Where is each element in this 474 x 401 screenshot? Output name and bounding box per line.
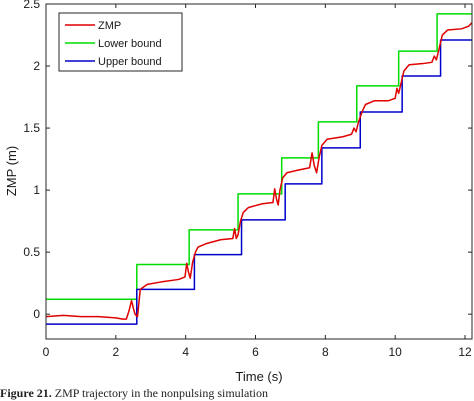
x-tick-label: 10 [389,345,403,359]
legend: ZMP Lower bound Upper bound [58,12,183,72]
y-tick-label: 0 [33,307,40,321]
legend-label-upper-bound: Upper bound [98,56,162,68]
y-tick-label: 2 [33,59,40,73]
y-tick-label: 0.5 [23,245,40,259]
x-tick-label: 0 [43,345,50,359]
legend-label-zmp: ZMP [98,20,121,32]
y-tick-label: 1 [33,183,40,197]
zmp-chart: 0 2 4 6 8 10 12 0 0.5 1 1.5 2 2.5 Time (s) ZMP (m) Z… [4,0,473,384]
x-tick-label: 4 [182,345,189,359]
x-tick-label: 6 [252,345,259,359]
y-tick-label: 1.5 [23,121,40,135]
x-tick-label: 2 [112,345,119,359]
series-layer [45,13,473,325]
caption-text: ZMP trajectory in the nonpulsing simulat… [54,386,268,400]
plot-frame [45,3,473,340]
figure-caption: Figure 21. ZMP trajectory in the nonpuls… [0,386,474,401]
x-tick-label: 12 [458,345,472,359]
series-line-upper-bound [46,39,472,325]
y-tick-label: 2.5 [23,0,40,11]
x-tick-label: 8 [322,345,329,359]
caption-label: Figure 21. [0,386,52,400]
legend-label-lower-bound: Lower bound [98,38,162,50]
series-line-zmp [45,22,473,320]
x-axis-title: Time (s) [235,369,282,384]
series-line-lower-bound [46,13,472,301]
y-axis-title: ZMP (m) [4,146,19,196]
ticks-layer: 0 2 4 6 8 10 12 0 0.5 1 1.5 2 2.5 [23,0,472,359]
